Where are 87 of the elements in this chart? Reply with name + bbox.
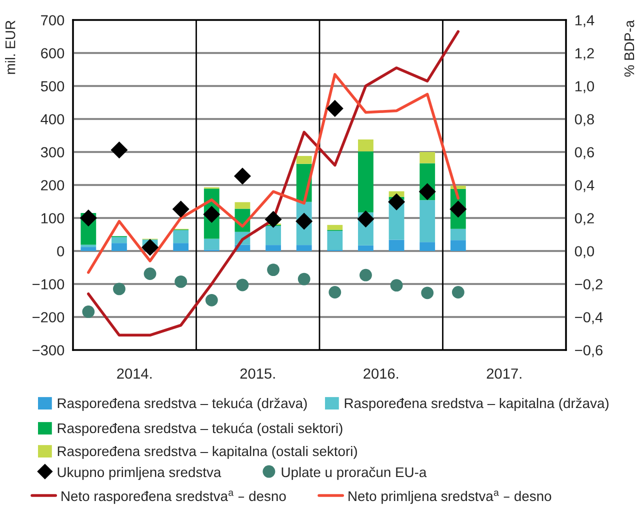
point — [264, 210, 282, 228]
y2-tick-label: 0,0 — [574, 246, 594, 258]
point — [144, 268, 156, 280]
x-tick-label: 2016. — [364, 368, 398, 379]
point — [82, 306, 95, 318]
y2-tick-label: 1,2 — [575, 48, 594, 60]
bar — [80, 247, 96, 251]
y-tick-label: 400 — [40, 114, 64, 124]
y-axis-title: mil. EUR — [5, 20, 16, 74]
point — [298, 272, 310, 286]
bar — [420, 242, 436, 251]
point — [234, 168, 251, 185]
point — [267, 264, 280, 276]
point — [142, 238, 159, 256]
y-tick-label: 700 — [41, 15, 64, 26]
y2-axis-title: % BDP-a — [624, 20, 634, 77]
y-tick-label: 300 — [40, 147, 64, 158]
bar — [112, 237, 127, 244]
y2-tick-label: −0,2 — [575, 279, 602, 292]
point — [236, 278, 249, 292]
point — [203, 206, 220, 223]
bar — [327, 224, 343, 230]
y-tick-label: 600 — [41, 48, 64, 58]
legend-label: Raspoređena sredstva – kapitalna (država) — [344, 398, 608, 411]
legend-label: Neto primljena sredstva$^{a}$ – desno — [348, 490, 552, 504]
point — [110, 142, 128, 159]
point — [452, 286, 464, 298]
bar — [204, 238, 220, 250]
bar — [388, 240, 404, 251]
y-tick-label: 0 — [57, 246, 64, 256]
legend-label: Raspoređena sredstva – kapitalna (ostali sektori) — [58, 446, 357, 459]
y2-tick-label: 1,0 — [575, 81, 594, 94]
point — [296, 212, 313, 230]
y-tick-label: −100 — [32, 279, 64, 290]
legend-label: Raspoređena sredstva – tekuća (država) — [58, 398, 307, 411]
y-tick-label: 100 — [41, 213, 64, 224]
bar — [358, 139, 374, 152]
legend-label: Ukupno primljena sredstva — [58, 466, 222, 480]
y2-tick-label: 0,8 — [574, 114, 594, 126]
y2-tick-label: 1,4 — [575, 15, 594, 28]
y-tick-label: −300 — [32, 345, 64, 356]
bar — [358, 245, 374, 251]
bar — [266, 245, 281, 251]
bar — [296, 156, 312, 164]
bar — [80, 244, 96, 248]
x-tick-label: 2015. — [240, 368, 275, 379]
point — [113, 282, 126, 296]
bar — [450, 228, 466, 240]
point — [357, 210, 374, 228]
bar — [266, 226, 281, 246]
y2-tick-label: 0,4 — [574, 180, 594, 192]
point — [360, 268, 372, 282]
y2-tick-label: −0,4 — [575, 312, 603, 324]
point — [205, 294, 218, 306]
legend-label: Raspoređena sredstva – tekuća (ostali sektori) — [58, 422, 342, 436]
bar — [358, 151, 374, 212]
bar — [234, 202, 250, 209]
bar — [173, 243, 189, 251]
legend-label: Uplate u proračun EU-a — [282, 466, 427, 480]
point — [80, 209, 97, 227]
y-tick-label: 200 — [41, 180, 64, 190]
line-series — [87, 30, 460, 337]
bar — [327, 230, 343, 250]
y2-tick-label: −0,6 — [575, 345, 602, 358]
point — [418, 183, 436, 200]
bar — [420, 152, 436, 164]
bar — [296, 245, 312, 251]
point — [390, 279, 403, 292]
point — [326, 100, 344, 117]
y-tick-label: −200 — [32, 312, 64, 322]
x-tick-label: 2017. — [486, 368, 522, 379]
point — [328, 286, 342, 298]
point — [172, 200, 190, 218]
point — [174, 275, 188, 288]
point — [421, 286, 434, 300]
x-tick-label: 2014. — [117, 368, 152, 379]
point — [388, 193, 406, 210]
bar — [420, 200, 436, 242]
y2-tick-label: 0,2 — [574, 213, 594, 226]
point — [450, 200, 467, 218]
bar — [112, 243, 127, 251]
line-series — [87, 73, 460, 274]
y-tick-label: 500 — [40, 81, 64, 92]
bar — [173, 230, 189, 244]
y2-tick-label: 0,6 — [574, 147, 594, 160]
bar — [450, 240, 466, 251]
legend-label: Neto raspoređena sredstva$^{a}$ – desno — [62, 490, 286, 504]
